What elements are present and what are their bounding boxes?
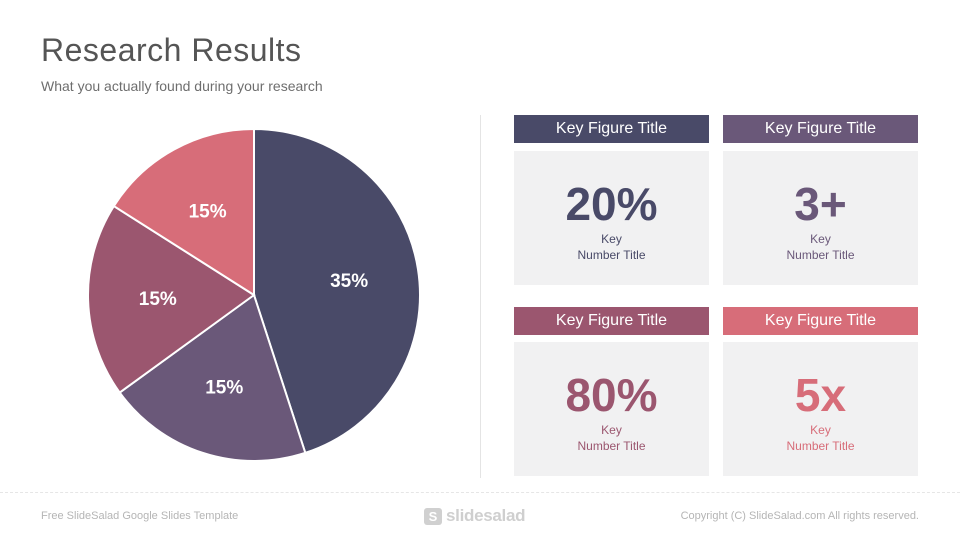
card-3-line1: Key (601, 423, 622, 437)
vertical-divider (480, 115, 481, 478)
card-3-value: 80% (565, 369, 658, 421)
card-2-line2: Number Title (786, 248, 855, 262)
card-3-line2: Number Title (577, 439, 646, 453)
logo-text: slidesalad (446, 506, 526, 525)
card-2-line1: Key (810, 232, 831, 246)
card-2-value: 3+ (794, 178, 847, 230)
page-subtitle: What you actually found during your rese… (41, 78, 323, 94)
card-3-header: Key Figure Title (514, 307, 709, 335)
card-1-header: Key Figure Title (514, 115, 709, 143)
slidesalad-logo: S slidesalad (424, 506, 526, 526)
footer-divider (0, 492, 960, 493)
card-4-header: Key Figure Title (723, 307, 918, 335)
card-2-header-label: Key Figure Title (764, 120, 877, 137)
pie-label-3: 15% (139, 289, 177, 310)
card-2-body: 3+ Key Number Title (723, 151, 918, 285)
card-1-line1: Key (601, 232, 622, 246)
card-4-body: 5x Key Number Title (723, 342, 918, 476)
footer-left-text: Free SlideSalad Google Slides Template (41, 510, 239, 522)
pie-label-4: 15% (189, 202, 227, 223)
card-4-value: 5x (794, 369, 847, 421)
pie-slice-3 (87, 204, 256, 394)
pie-chart: 35% 15% 15% 15% (87, 127, 421, 462)
pie-label-2: 15% (205, 378, 243, 399)
pie-slice-1 (253, 127, 421, 455)
card-1-header-label: Key Figure Title (555, 120, 668, 137)
footer-copyright: Copyright (C) SlideSalad.com All rights … (680, 510, 919, 522)
card-1-body: 20% Key Number Title (514, 151, 709, 285)
card-4-line1: Key (810, 423, 831, 437)
card-4-header-label: Key Figure Title (764, 312, 877, 329)
pie-slice-4 (112, 127, 255, 297)
card-2-header: Key Figure Title (723, 115, 918, 143)
card-4-line2: Number Title (786, 439, 855, 453)
card-3-header-label: Key Figure Title (555, 312, 668, 329)
page-title: Research Results (41, 32, 302, 68)
logo-mark-icon: S (424, 507, 442, 525)
card-3-body: 80% Key Number Title (514, 342, 709, 476)
card-1-line2: Number Title (577, 248, 646, 262)
card-1-value: 20% (565, 178, 658, 230)
pie-label-1: 35% (330, 271, 368, 292)
pie-slice-2 (118, 293, 307, 462)
